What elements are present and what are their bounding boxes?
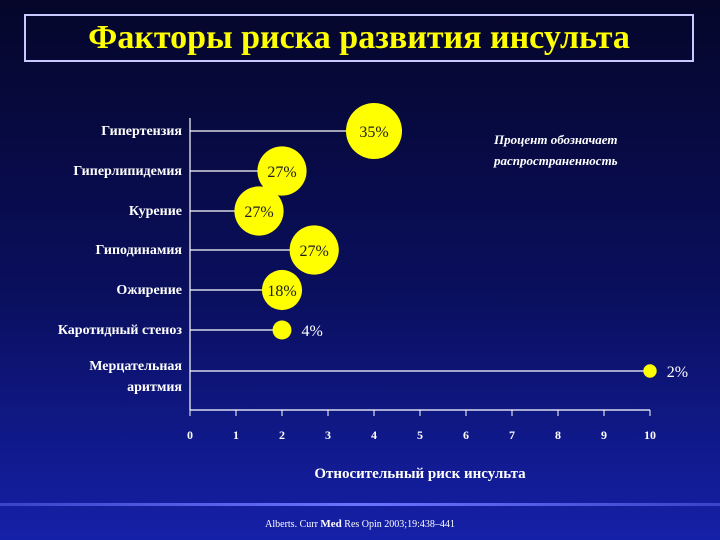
category-label: Гиперлипидемия bbox=[73, 164, 182, 179]
x-tick-label: 6 bbox=[463, 428, 469, 442]
citation-post: Res Opin 2003;19:438–441 bbox=[341, 519, 455, 530]
prevalence-bubble bbox=[643, 364, 657, 378]
prevalence-label: 18% bbox=[267, 283, 296, 300]
bubble-chart: 0 1 2 3 4 5 6 7 8 9 10 Гипертензия 35% Гиперлипидеми… bbox=[58, 103, 688, 482]
x-tick-label: 5 bbox=[417, 428, 423, 442]
legend-note-line2: распространенность bbox=[493, 153, 618, 168]
category-label: Курение bbox=[129, 204, 182, 219]
prevalence-bubble bbox=[234, 186, 284, 236]
x-tick-label: 1 bbox=[233, 428, 239, 442]
prevalence-label: 27% bbox=[300, 243, 329, 260]
x-tick-label: 0 bbox=[187, 428, 193, 442]
prevalence-bubble bbox=[257, 146, 307, 196]
x-tick-label: 10 bbox=[644, 428, 656, 442]
prevalence-label: 4% bbox=[301, 323, 322, 340]
prevalence-label: 2% bbox=[667, 364, 688, 381]
x-tick-label: 3 bbox=[325, 428, 331, 442]
title-box: Факторы риска развития инсульта bbox=[24, 14, 694, 62]
footer-divider bbox=[0, 503, 720, 506]
prevalence-label: 35% bbox=[359, 124, 388, 141]
x-tick-label: 4 bbox=[371, 428, 377, 442]
category-label: Гиподинамия bbox=[96, 243, 183, 258]
x-tick-label: 2 bbox=[279, 428, 285, 442]
category-label: Ожирение bbox=[116, 283, 182, 298]
x-tick-label: 8 bbox=[555, 428, 561, 442]
slide-title: Факторы риска развития инсульта bbox=[88, 19, 630, 56]
prevalence-bubble bbox=[346, 103, 402, 159]
category-label: Гипертензия bbox=[101, 124, 182, 139]
prevalence-bubble bbox=[289, 225, 339, 275]
category-label: Каротидный стеноз bbox=[58, 323, 183, 338]
citation-bold: Med bbox=[320, 518, 342, 530]
x-axis-label: Относительный риск инсульта bbox=[314, 466, 526, 482]
citation-pre: Alberts. Curr bbox=[265, 519, 321, 530]
prevalence-label: 27% bbox=[244, 204, 273, 221]
prevalence-label: 27% bbox=[267, 164, 296, 181]
legend-note-line1: Процент обозначает bbox=[493, 132, 618, 147]
x-tick-label: 9 bbox=[601, 428, 607, 442]
x-tick-label: 7 bbox=[509, 428, 515, 442]
citation: Alberts. Curr Med Res Opin 2003;19:438–4… bbox=[0, 518, 720, 530]
prevalence-bubble bbox=[272, 320, 292, 340]
category-label: аритмия bbox=[127, 380, 182, 395]
prevalence-bubble bbox=[261, 269, 303, 311]
category-label: Мерцательная bbox=[89, 359, 182, 374]
